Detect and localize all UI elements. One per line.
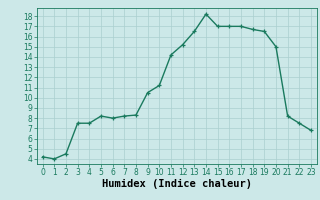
X-axis label: Humidex (Indice chaleur): Humidex (Indice chaleur) <box>102 179 252 189</box>
